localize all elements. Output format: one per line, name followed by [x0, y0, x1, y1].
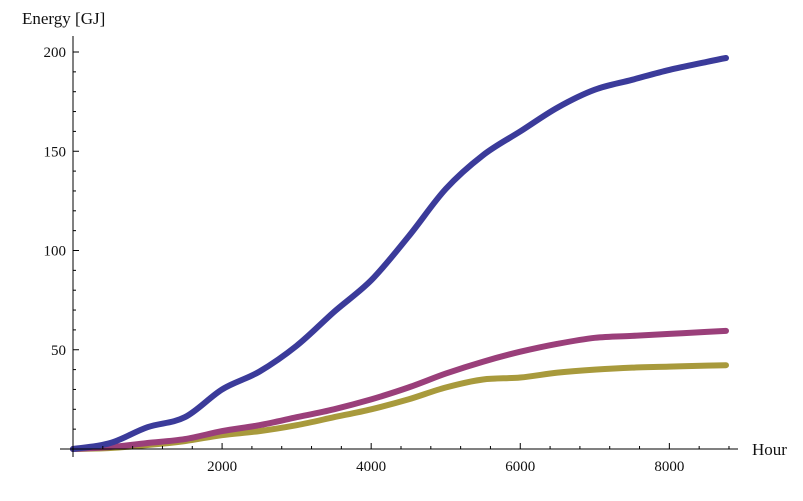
- series-line-2: [70, 327, 729, 452]
- series-line-1: [70, 55, 729, 452]
- x-tick-label: 6000: [505, 459, 535, 475]
- series-line-3: [70, 362, 729, 452]
- axes-layer: 2000 4000 6000 8000 50 100 150 200: [44, 36, 738, 475]
- series-layer: [70, 55, 729, 452]
- y-tick-label: 150: [44, 144, 67, 160]
- x-tick-label: 2000: [207, 459, 237, 475]
- y-tick-label: 100: [44, 244, 67, 260]
- x-axis-title: Hour: [752, 440, 787, 459]
- x-tick-label: 4000: [356, 459, 386, 475]
- y-tick-label: 50: [51, 343, 66, 359]
- y-tick-label: 200: [44, 45, 67, 61]
- y-axis-title: Energy [GJ]: [22, 9, 105, 28]
- x-tick-label: 8000: [654, 459, 684, 475]
